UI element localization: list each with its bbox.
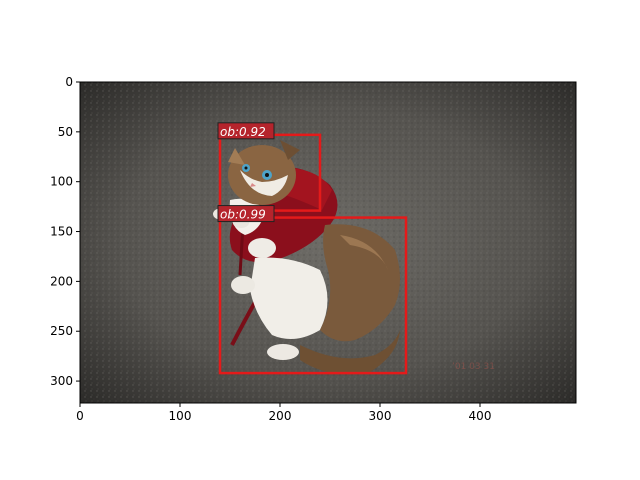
x-tick-label: 100 [169,409,192,423]
detection-overlays: ob:0.92 ob:0.99 [217,122,408,375]
bounding-box-rect [218,216,408,375]
y-tick-label: 300 [50,374,73,388]
x-tick-label: 200 [269,409,292,423]
label-background [217,122,275,140]
x-tick-label: 300 [369,409,392,423]
detection-label: ob:0.92 [220,125,266,139]
x-axis-ticks: 0 100 200 300 400 [76,403,491,423]
y-tick-label: 100 [50,175,73,189]
detection-label: ob:0.99 [220,208,266,222]
x-tick-label: 0 [76,409,84,423]
y-tick-label: 250 [50,324,73,338]
y-tick-label: 50 [58,125,73,139]
photo: ’01 03 31 [80,82,576,403]
photo-timestamp-mark: ’01 03 31 [452,362,495,372]
y-tick-label: 200 [50,274,73,288]
x-tick-label: 400 [469,409,492,423]
axes-frame [79,81,577,404]
y-axis-ticks: 0 50 100 150 200 250 300 [50,75,80,388]
label-background [217,205,275,223]
y-tick-label: 0 [65,75,73,89]
detection-box: ob:0.99 [217,205,408,375]
y-tick-label: 150 [50,225,73,239]
cat-photo-icon [213,140,400,375]
